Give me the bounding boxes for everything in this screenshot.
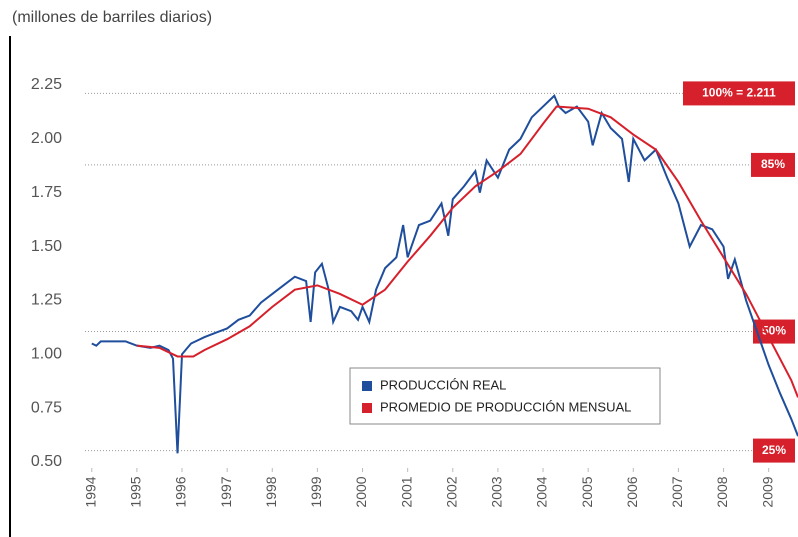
x-tick-label: 2003 [489, 476, 505, 507]
y-tick-label: 1.25 [31, 292, 62, 309]
legend-swatch [362, 381, 372, 391]
reference-label: 85% [761, 157, 785, 171]
legend-box [349, 367, 661, 425]
x-tick-label: 1995 [128, 476, 144, 507]
x-tick-label: 2008 [714, 476, 730, 507]
x-tick-label: 2000 [353, 476, 369, 507]
x-tick-label: 2001 [398, 476, 414, 507]
y-tick-label: 1.50 [31, 238, 62, 255]
x-tick-label: 2004 [534, 476, 550, 507]
y-tick-label: 2.00 [31, 130, 62, 147]
y-tick-label: 1.00 [31, 346, 62, 363]
x-tick-label: 1998 [263, 476, 279, 507]
reference-label-box [751, 152, 795, 177]
x-tick-label: 2005 [579, 476, 595, 507]
x-tick-label: 1997 [218, 476, 234, 507]
series-line [136, 105, 798, 398]
x-tick-label: 2006 [624, 476, 640, 507]
reference-label-box [753, 438, 795, 463]
legend-swatch [362, 403, 372, 413]
x-tick-label: 1996 [173, 476, 189, 507]
subtitle: (millones de barriles diarios) [12, 9, 212, 26]
legend-label: PROMEDIO DE PRODUCCIÓN MENSUAL [380, 399, 631, 414]
y-tick-label: 0.50 [31, 453, 62, 470]
x-tick-label: 1999 [308, 476, 324, 507]
x-tick-label: 2009 [759, 476, 775, 507]
x-tick-label: 2002 [443, 476, 459, 507]
legend-label: PRODUCCIÓN REAL [380, 377, 506, 392]
x-tick-label: 1994 [82, 476, 98, 507]
reference-label-box [683, 81, 795, 106]
y-tick-label: 2.25 [31, 76, 62, 93]
series-line [91, 94, 798, 454]
y-tick-label: 1.75 [31, 184, 62, 201]
y-tick-label: 0.75 [31, 399, 62, 416]
x-tick-label: 2007 [669, 476, 685, 507]
reference-label: 100% = 2.211 [702, 86, 776, 100]
reference-label: 25% [762, 443, 786, 457]
